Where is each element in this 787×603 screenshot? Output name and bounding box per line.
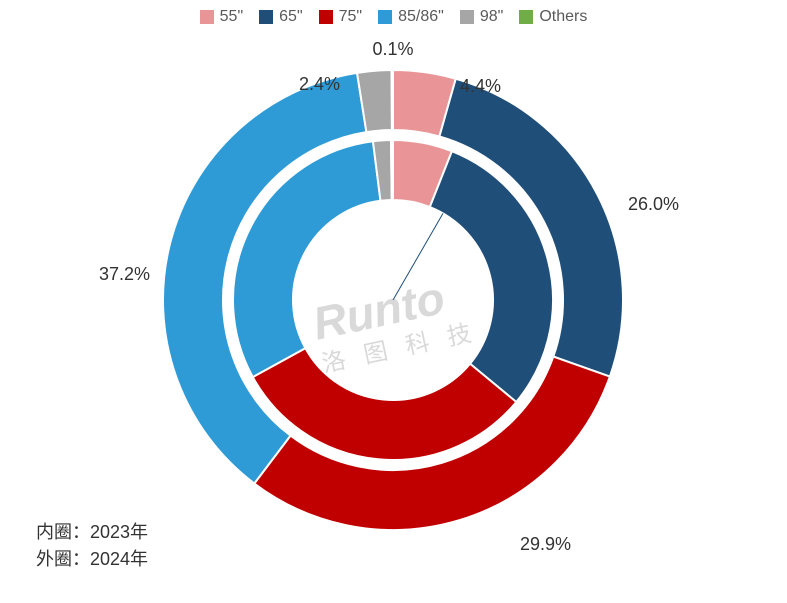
slice-label: 29.9% [520,534,571,554]
slice-label: 37.2% [99,264,150,284]
legend: 55" 65" 75" 85/86" 98" Others [0,8,787,29]
note-inner: 内圈：2023年 [36,519,148,546]
legend-swatch [200,10,214,24]
legend-item: Others [519,8,587,26]
legend-item: 75" [319,8,362,26]
center-tick-line [393,213,443,300]
legend-item: 55" [200,8,243,26]
slice-label: 4.4% [460,76,501,96]
donut-slice [392,70,393,130]
legend-label: Others [539,8,587,26]
legend-label: 75" [339,8,362,26]
legend-item: 65" [259,8,302,26]
legend-label: 55" [220,8,243,26]
legend-label: 65" [279,8,302,26]
legend-swatch [319,10,333,24]
legend-swatch [460,10,474,24]
slice-label: 0.1% [372,40,413,59]
slice-label: 26.0% [628,194,679,214]
legend-swatch [519,10,533,24]
legend-label: 85/86" [398,8,444,26]
legend-swatch [378,10,392,24]
donut-slice [391,140,393,200]
legend-item: 98" [460,8,503,26]
legend-swatch [259,10,273,24]
legend-label: 98" [480,8,503,26]
legend-item: 85/86" [378,8,444,26]
note-outer: 外圈：2024年 [36,546,148,573]
ring-legend-note: 内圈：2023年 外圈：2024年 [36,519,148,573]
slice-label: 2.4% [299,74,340,94]
